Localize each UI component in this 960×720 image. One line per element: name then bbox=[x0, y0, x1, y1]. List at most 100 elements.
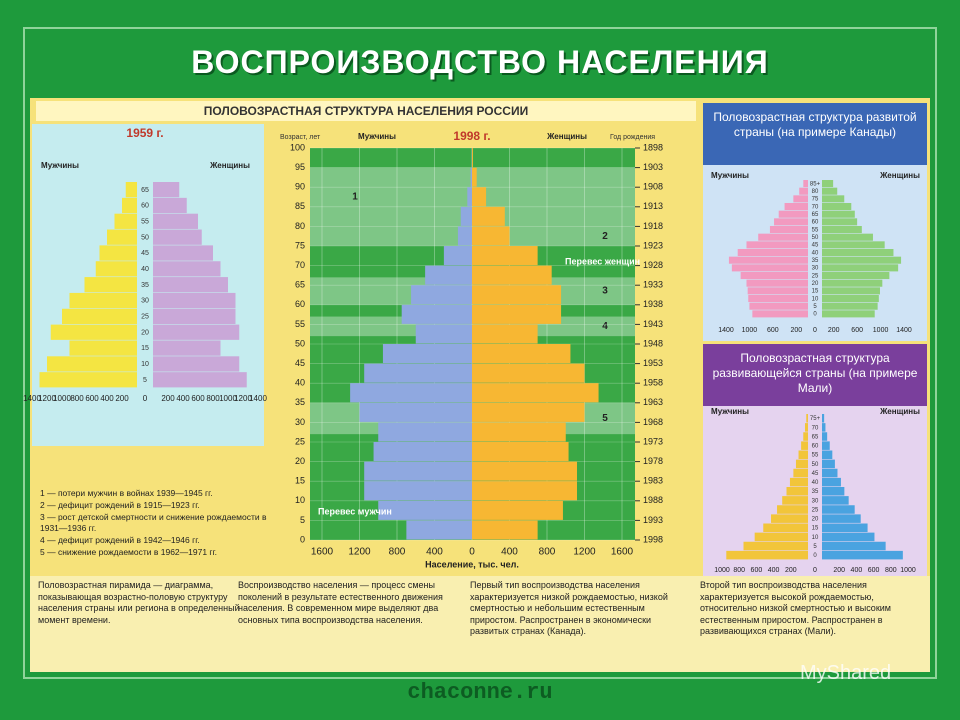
bar bbox=[746, 241, 808, 249]
watermark: MyShared bbox=[800, 662, 892, 684]
age-label: 10 bbox=[141, 361, 149, 368]
age-label: 45 bbox=[812, 243, 819, 249]
zone-label: 1 bbox=[352, 192, 358, 203]
bar bbox=[822, 210, 855, 218]
x-tick-label: 0 bbox=[143, 394, 148, 403]
age-label: 5 bbox=[813, 544, 817, 550]
bar bbox=[737, 249, 808, 257]
bar bbox=[114, 213, 137, 229]
age-label: 0 bbox=[813, 553, 817, 559]
bar bbox=[758, 233, 808, 241]
bar bbox=[472, 442, 569, 462]
bar bbox=[472, 187, 487, 207]
age-label: 30 bbox=[812, 498, 819, 504]
bar bbox=[364, 363, 472, 383]
bar bbox=[472, 363, 585, 383]
bar bbox=[769, 226, 808, 234]
y-tick-label: 45 bbox=[295, 358, 305, 368]
x-tick-label: 800 bbox=[206, 394, 220, 403]
bar bbox=[778, 210, 808, 218]
x-tick-label: 400 bbox=[100, 394, 114, 403]
bar bbox=[822, 532, 875, 542]
x-tick-label: 400 bbox=[426, 547, 443, 558]
x-tick-label: 1600 bbox=[311, 547, 334, 558]
bar bbox=[472, 461, 577, 481]
bar bbox=[793, 195, 808, 203]
x-tick-label: 1400 bbox=[896, 327, 912, 334]
bar bbox=[153, 292, 236, 309]
bar bbox=[472, 206, 505, 226]
bar bbox=[107, 229, 137, 245]
bar bbox=[472, 344, 571, 364]
bar bbox=[122, 197, 137, 214]
zone-label: 4 bbox=[602, 321, 608, 332]
age-label: 10 bbox=[812, 535, 819, 541]
bar bbox=[822, 550, 903, 560]
mali-title: Половозрастная структура развивающейся с… bbox=[712, 351, 918, 395]
y-tick-label: 65 bbox=[295, 280, 305, 290]
bar bbox=[822, 468, 838, 478]
site-name: chaconne.ru bbox=[407, 680, 553, 705]
x-tick-label: 200 bbox=[833, 567, 845, 574]
note: 3 — рост детской смертности и снижение р… bbox=[40, 512, 267, 533]
bar bbox=[777, 505, 808, 514]
bar bbox=[39, 372, 137, 388]
note: 2 — дефицит рождений в 1915—1923 гг. bbox=[40, 500, 200, 510]
note: 1 — потери мужчин в войнах 1939—1945 гг. bbox=[40, 488, 213, 498]
bar bbox=[752, 310, 808, 318]
age-label: 45 bbox=[812, 471, 819, 477]
y2-tick-label: 1918 bbox=[643, 221, 663, 231]
canada-title-box bbox=[703, 103, 927, 165]
bar bbox=[457, 226, 472, 246]
age-label: 65 bbox=[141, 187, 149, 194]
bar bbox=[472, 520, 538, 540]
y2-tick-label: 1938 bbox=[643, 299, 663, 309]
bar bbox=[763, 523, 808, 533]
bar bbox=[472, 304, 562, 324]
y2-tick-label: 1978 bbox=[643, 456, 663, 466]
definition: Второй тип воспроизводства населения хар… bbox=[700, 580, 891, 636]
age-label: 55 bbox=[812, 453, 819, 459]
bar bbox=[822, 279, 883, 287]
bar bbox=[153, 372, 247, 388]
y2-tick-label: 1903 bbox=[643, 162, 663, 172]
x-tick-label: 400 bbox=[851, 567, 863, 574]
series-name: Мужчины bbox=[711, 171, 749, 180]
bar bbox=[731, 264, 808, 272]
bar bbox=[822, 180, 834, 188]
age-label: 35 bbox=[812, 489, 819, 495]
x-tick-label: 1000 bbox=[900, 567, 916, 574]
bar bbox=[415, 324, 472, 344]
annotation: Перевес мужчин bbox=[318, 506, 392, 516]
bar bbox=[472, 246, 538, 266]
bar bbox=[153, 356, 240, 372]
bar bbox=[153, 340, 221, 356]
bar bbox=[749, 302, 808, 310]
bar bbox=[378, 500, 472, 520]
age-label: 20 bbox=[141, 329, 149, 336]
zone-label: 2 bbox=[602, 231, 608, 242]
bar bbox=[789, 477, 808, 487]
bar bbox=[472, 500, 563, 520]
series-name: Мужчины bbox=[711, 407, 749, 416]
x-tick-label: 200 bbox=[790, 327, 802, 334]
x-tick-label: 400 bbox=[768, 567, 780, 574]
mali-title-box bbox=[703, 344, 927, 406]
x-tick-label: 400 bbox=[501, 547, 518, 558]
bar bbox=[472, 226, 510, 246]
definition: Первый тип воспроизводства населения хар… bbox=[470, 580, 668, 636]
bar bbox=[425, 265, 472, 285]
bar bbox=[803, 180, 808, 188]
x-tick-label: 200 bbox=[161, 394, 175, 403]
series-name: Женщины bbox=[209, 161, 250, 170]
bar bbox=[822, 187, 838, 195]
x-tick-label: 600 bbox=[868, 567, 880, 574]
zone-label: 5 bbox=[602, 413, 608, 424]
bar bbox=[786, 487, 808, 496]
bar bbox=[803, 432, 808, 441]
x-tick-label: 1000 bbox=[53, 394, 71, 403]
bar bbox=[50, 324, 137, 340]
bar bbox=[69, 292, 137, 309]
bar bbox=[47, 356, 137, 372]
y2-tick-label: 1953 bbox=[643, 358, 663, 368]
